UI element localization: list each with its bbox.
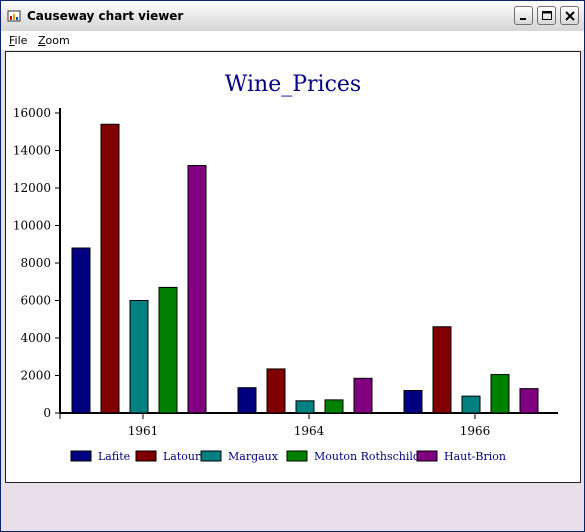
menu-zoom[interactable]: Zoom (38, 34, 70, 47)
y-tick-label: 4000 (20, 331, 51, 345)
legend-swatch-lafite (70, 450, 92, 462)
bar-haut-brion-1966 (519, 388, 539, 414)
x-tick-label: 1961 (128, 424, 159, 438)
y-tick-label: 2000 (20, 369, 51, 383)
bar-mouton-rothschild-1964 (324, 399, 344, 414)
bar-latour-1961 (100, 123, 120, 414)
bar-latour-1964 (266, 368, 286, 414)
legend-swatch-haut-brion (416, 450, 438, 462)
bar-mouton-rothschild-1966 (490, 374, 510, 414)
legend-label-margaux: Margaux (228, 450, 279, 463)
y-tick-label: 14000 (13, 144, 51, 158)
title-bar[interactable]: Causeway chart viewer (1, 1, 584, 32)
window-title: Causeway chart viewer (27, 9, 184, 23)
menu-file[interactable]: File (9, 34, 28, 47)
bar-haut-brion-1961 (187, 165, 207, 414)
chart-title: Wine_Prices (225, 72, 361, 97)
minimize-icon (520, 18, 526, 20)
legend-label-mouton-rothschild: Mouton Rothschild (314, 450, 420, 463)
bar-lafite-1964 (237, 387, 257, 414)
bar-haut-brion-1964 (353, 377, 373, 414)
legend-label-haut-brion: Haut-Brion (444, 450, 506, 463)
close-button[interactable] (560, 6, 579, 25)
bar-margaux-1961 (129, 300, 149, 414)
bar-margaux-1964 (295, 400, 315, 414)
legend-swatch-margaux (200, 450, 222, 462)
bar-latour-1966 (432, 326, 452, 414)
menu-bar: File Zoom (1, 31, 584, 50)
legend-swatch-mouton-rothschild (286, 450, 308, 462)
bar-margaux-1966 (461, 395, 481, 414)
maximize-button[interactable] (537, 6, 556, 25)
app-icon (7, 10, 21, 22)
legend-label-lafite: Lafite (98, 450, 130, 463)
minimize-button[interactable] (514, 6, 533, 25)
maximize-icon (542, 11, 552, 20)
y-tick-label: 0 (43, 406, 51, 420)
bar-lafite-1961 (71, 247, 91, 414)
y-tick-label: 6000 (20, 294, 51, 308)
y-tick-label: 8000 (20, 256, 51, 270)
status-area (5, 484, 581, 529)
x-tick-label: 1964 (294, 424, 325, 438)
bar-lafite-1966 (403, 390, 423, 414)
y-tick-label: 16000 (13, 106, 51, 120)
close-icon (565, 11, 575, 21)
x-tick-label: 1966 (460, 424, 491, 438)
legend-label-latour: Latour (163, 450, 201, 463)
y-tick-label: 12000 (13, 181, 51, 195)
legend-swatch-latour (135, 450, 157, 462)
bar-chart: Wine_Prices 0 2000 4000 6000 8000 10000 12000 14… (13, 72, 558, 463)
chart-panel: Wine_Prices 0 2000 4000 6000 8000 10000 12000 14… (5, 51, 581, 483)
bar-mouton-rothschild-1961 (158, 286, 178, 414)
y-tick-label: 10000 (13, 219, 51, 233)
